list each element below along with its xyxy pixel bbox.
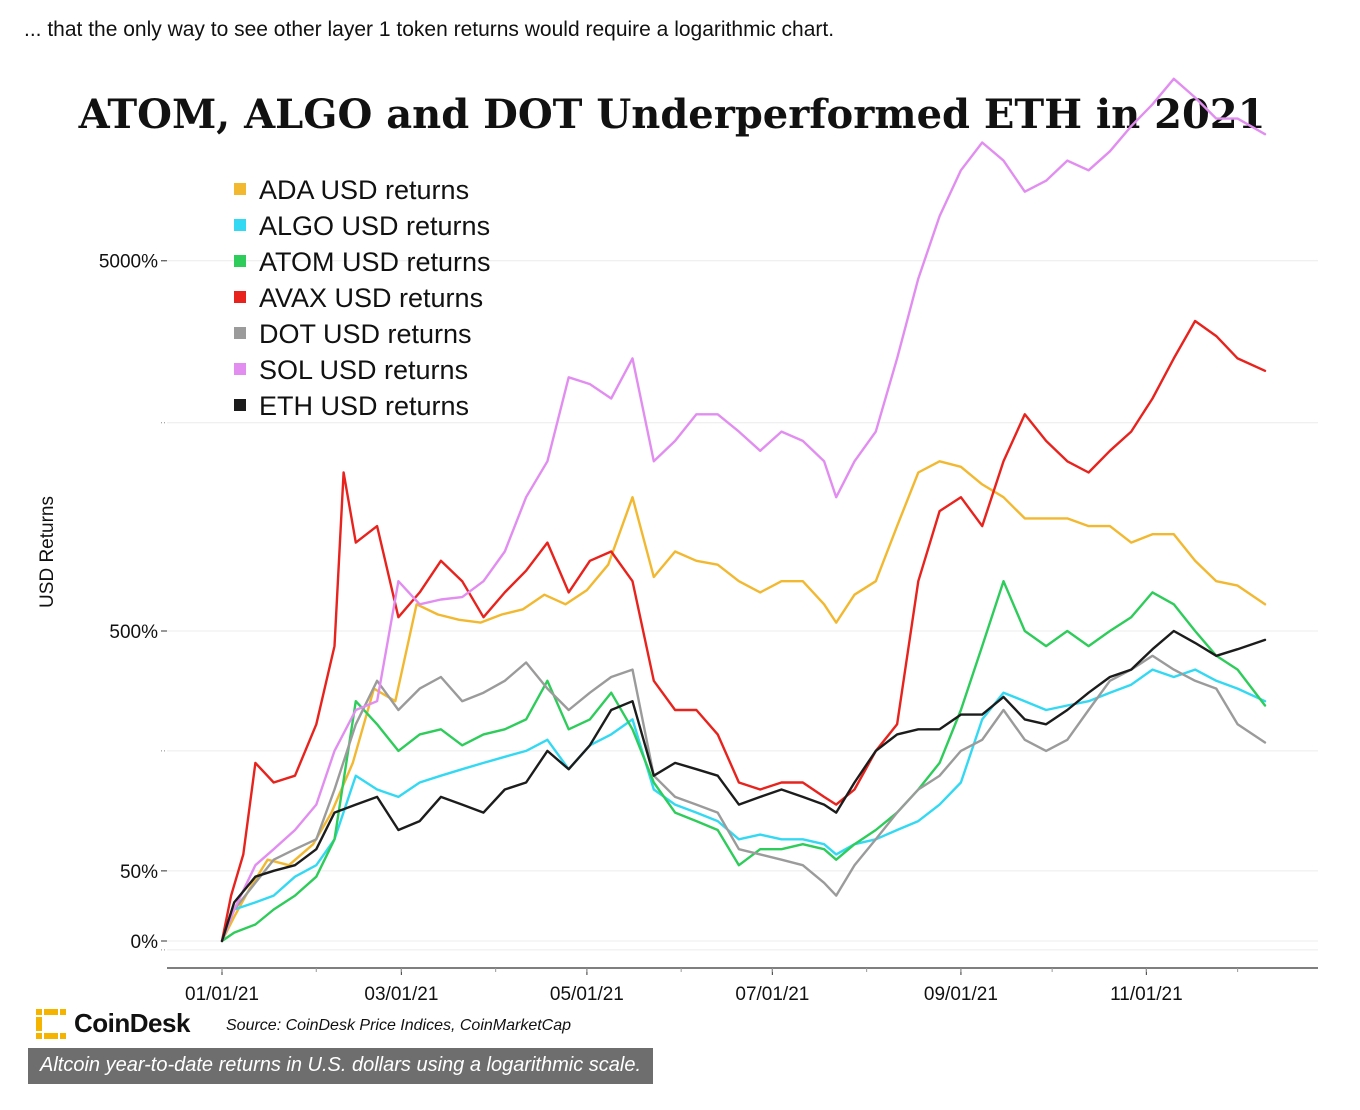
source-note: Source: CoinDesk Price Indices, CoinMark…: [226, 1017, 572, 1034]
x-tick-label: 09/01/21: [924, 984, 998, 1005]
series-line-ada-usd-returns: [220, 460, 1267, 943]
legend-label-sol-usd-returns: SOL USD returns: [259, 355, 468, 385]
legend-swatch-sol-usd-returns: [234, 363, 246, 375]
series-line-atom-usd-returns: [220, 580, 1267, 943]
legend-swatch-ada-usd-returns: [234, 183, 246, 195]
returns-chart: ATOM, ALGO and DOT Underperformed ETH in…: [37, 77, 1318, 1005]
chart-series: [220, 77, 1267, 943]
brand-name: CoinDesk: [74, 1008, 190, 1038]
series-line-dot-usd-returns: [220, 654, 1267, 943]
y-tick-label: 500%: [109, 622, 158, 643]
y-tick-label: 0%: [131, 932, 159, 953]
y-tick-label: 50%: [120, 862, 158, 883]
legend-label-ada-usd-returns: ADA USD returns: [259, 175, 469, 205]
legend-swatch-eth-usd-returns: [234, 399, 246, 411]
legend-swatch-dot-usd-returns: [234, 327, 246, 339]
series-line-eth-usd-returns: [220, 629, 1267, 943]
y-axis-label: USD Returns: [37, 496, 58, 608]
legend-label-algo-usd-returns: ALGO USD returns: [259, 211, 490, 241]
x-tick-label: 07/01/21: [735, 984, 809, 1005]
legend-label-eth-usd-returns: ETH USD returns: [259, 391, 469, 421]
x-tick-label: 11/01/21: [1110, 984, 1183, 1005]
legend-swatch-avax-usd-returns: [234, 291, 246, 303]
series-line-algo-usd-returns: [220, 668, 1267, 943]
x-tick-label: 03/01/21: [364, 984, 438, 1005]
series-line-avax-usd-returns: [220, 319, 1267, 943]
y-tick-label: 5000%: [99, 252, 158, 273]
coindesk-logo: CoinDesk: [36, 1008, 190, 1039]
chart-axes: 0% 50% 500% 5000% 01/01/21 03/01/21 05/01/21 07…: [99, 252, 1318, 1005]
chart-grid: [167, 260, 1318, 951]
chart-title: ATOM, ALGO and DOT Underperformed ETH in…: [78, 91, 1266, 138]
coindesk-logo-icon: [36, 1008, 66, 1039]
legend-swatch-algo-usd-returns: [234, 219, 246, 231]
legend-label-dot-usd-returns: DOT USD returns: [259, 319, 472, 349]
x-tick-label: 01/01/21: [185, 984, 259, 1005]
chart-legend: ADA USD returns ALGO USD returns ATOM USD …: [234, 175, 491, 421]
intro-text: ... that the only way to see other layer…: [24, 18, 835, 41]
series-line-sol-usd-returns: [220, 77, 1267, 943]
legend-label-atom-usd-returns: ATOM USD returns: [259, 247, 491, 277]
figure-caption: Altcoin year-to-date returns in U.S. dol…: [28, 1048, 654, 1084]
legend-label-avax-usd-returns: AVAX USD returns: [259, 283, 483, 313]
x-tick-label: 05/01/21: [550, 984, 624, 1005]
legend-swatch-atom-usd-returns: [234, 255, 246, 267]
